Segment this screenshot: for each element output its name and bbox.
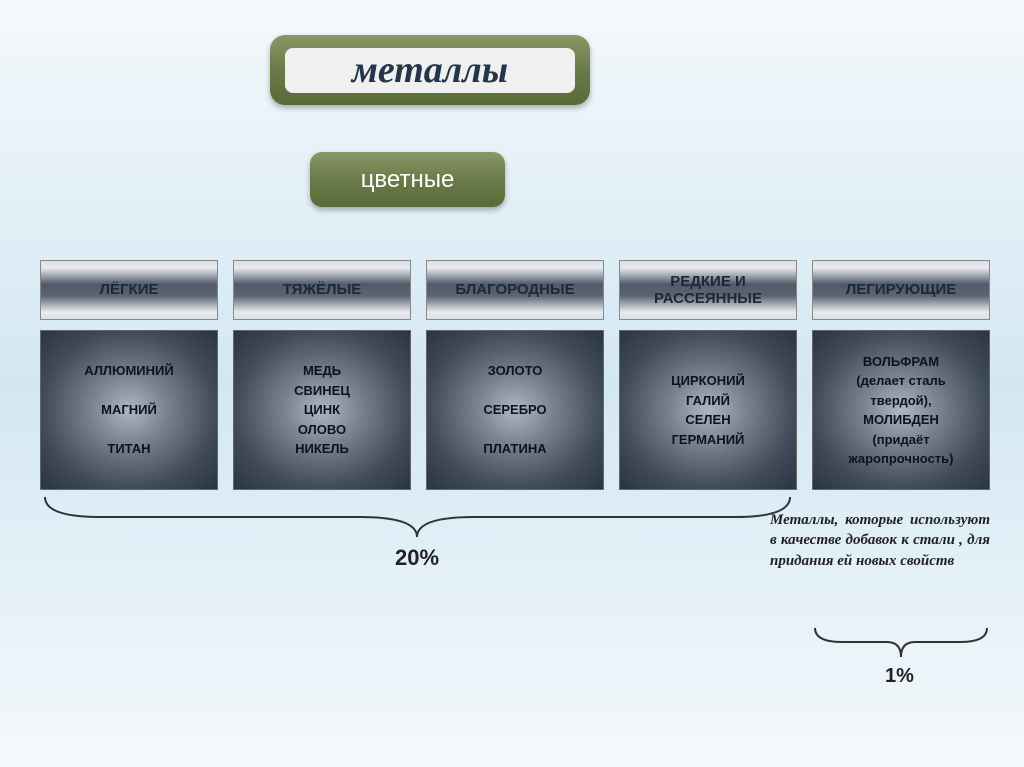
content-text: АЛЛЮМИНИЙ МАГНИЙ ТИТАН	[84, 361, 173, 459]
content-text: МЕДЬ СВИНЕЦ ЦИНК ОЛОВО НИКЕЛЬ	[294, 361, 350, 459]
content-text: ЦИРКОНИЙ ГАЛИЙ СЕЛЕН ГЕРМАНИЙ	[671, 371, 745, 449]
column-rare: РЕДКИЕ И РАССЕЯННЫЕ ЦИРКОНИЙ ГАЛИЙ СЕЛЕН…	[619, 260, 797, 490]
column-content: ЦИРКОНИЙ ГАЛИЙ СЕЛЕН ГЕРМАНИЙ	[619, 330, 797, 490]
column-heavy: ТЯЖЁЛЫЕ МЕДЬ СВИНЕЦ ЦИНК ОЛОВО НИКЕЛЬ	[233, 260, 411, 490]
content-text: ВОЛЬФРАМ (делает сталь твердой), МОЛИБДЕ…	[849, 352, 954, 469]
column-content: МЕДЬ СВИНЕЦ ЦИНК ОЛОВО НИКЕЛЬ	[233, 330, 411, 490]
brace-sub-icon	[812, 625, 990, 660]
column-light: ЛЁГКИЕ АЛЛЮМИНИЙ МАГНИЙ ТИТАН	[40, 260, 218, 490]
column-header: ЛЁГКИЕ	[40, 260, 218, 320]
column-header: ЛЕГИРУЮЩИЕ	[812, 260, 990, 320]
category-columns: ЛЁГКИЕ АЛЛЮМИНИЙ МАГНИЙ ТИТАН ТЯЖЁЛЫЕ МЕ…	[40, 260, 990, 490]
column-alloying: ЛЕГИРУЮЩИЕ ВОЛЬФРАМ (делает сталь твердо…	[812, 260, 990, 490]
brace-main-icon	[40, 492, 795, 542]
column-header: РЕДКИЕ И РАССЕЯННЫЕ	[619, 260, 797, 320]
page-title: металлы	[285, 48, 575, 93]
column-noble: БЛАГОРОДНЫЕ ЗОЛОТО СЕРЕБРО ПЛАТИНА	[426, 260, 604, 490]
alloying-note: Металлы, которые используют в качестве д…	[770, 510, 990, 571]
column-content: АЛЛЮМИНИЙ МАГНИЙ ТИТАН	[40, 330, 218, 490]
content-text: ЗОЛОТО СЕРЕБРО ПЛАТИНА	[483, 361, 546, 459]
column-header: ТЯЖЁЛЫЕ	[233, 260, 411, 320]
percent-sub-label: 1%	[885, 665, 914, 688]
column-content: ВОЛЬФРАМ (делает сталь твердой), МОЛИБДЕ…	[812, 330, 990, 490]
title-box: металлы	[270, 35, 590, 105]
percent-main-label: 20%	[395, 545, 439, 571]
column-header: БЛАГОРОДНЫЕ	[426, 260, 604, 320]
subtitle-box: цветные	[310, 152, 505, 207]
column-content: ЗОЛОТО СЕРЕБРО ПЛАТИНА	[426, 330, 604, 490]
